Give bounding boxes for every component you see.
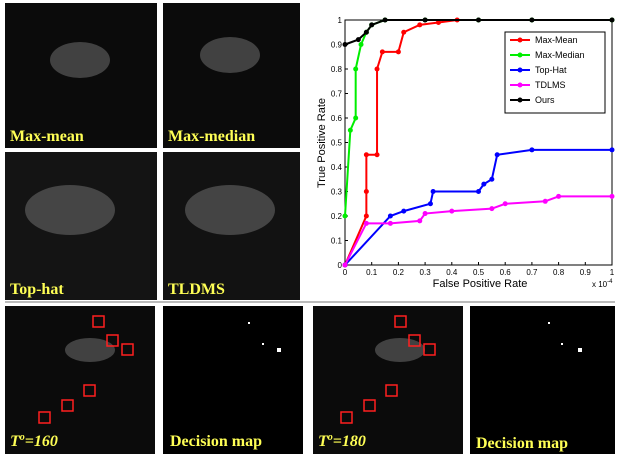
legend-marker bbox=[518, 38, 523, 43]
x-scale-label: x 10-4 bbox=[592, 279, 613, 289]
point bbox=[556, 194, 561, 199]
point bbox=[543, 199, 548, 204]
point bbox=[529, 147, 534, 152]
x-tick-label: 0.5 bbox=[473, 268, 485, 277]
point bbox=[364, 152, 369, 157]
x-tick-label: 0.8 bbox=[553, 268, 565, 277]
point bbox=[423, 211, 428, 216]
point bbox=[359, 42, 364, 47]
y-tick-label: 0.5 bbox=[331, 139, 343, 148]
panel-label: TLDMS bbox=[168, 281, 225, 298]
panel-label: Top-hat bbox=[10, 281, 64, 298]
panel-label: Decision map bbox=[170, 433, 262, 450]
y-tick-label: 0.9 bbox=[331, 41, 343, 50]
point bbox=[489, 206, 494, 211]
point bbox=[417, 22, 422, 27]
y-axis-label: True Positive Rate bbox=[316, 98, 328, 188]
label-part: =180 bbox=[333, 433, 366, 450]
point bbox=[364, 30, 369, 35]
scale-part: x 10 bbox=[592, 280, 608, 289]
legend-label: Top-Hat bbox=[535, 65, 567, 75]
y-tick-label: 0.8 bbox=[331, 65, 343, 74]
x-tick-label: 0.9 bbox=[580, 268, 592, 277]
point bbox=[610, 147, 615, 152]
legend-marker bbox=[518, 68, 523, 73]
point bbox=[375, 152, 380, 157]
image-panel bbox=[5, 306, 155, 454]
point bbox=[503, 201, 508, 206]
scale-part: -4 bbox=[607, 279, 613, 285]
image-panel bbox=[313, 306, 463, 454]
point bbox=[401, 30, 406, 35]
y-tick-label: 0.4 bbox=[331, 163, 343, 172]
y-tick-label: 1 bbox=[338, 16, 343, 25]
label-part: =160 bbox=[25, 433, 58, 450]
point bbox=[356, 37, 361, 42]
panel-label: Max-median bbox=[168, 128, 255, 145]
y-tick-label: 0.2 bbox=[331, 212, 343, 221]
point bbox=[343, 214, 348, 219]
point bbox=[353, 67, 358, 72]
point bbox=[476, 18, 481, 23]
y-tick-label: 0.1 bbox=[331, 237, 343, 246]
point bbox=[396, 49, 401, 54]
point bbox=[348, 128, 353, 133]
roc-chart: False Positive Rate True Positive Rate x… bbox=[316, 16, 615, 290]
point bbox=[343, 263, 348, 268]
point bbox=[476, 189, 481, 194]
point bbox=[353, 116, 358, 121]
point bbox=[449, 209, 454, 214]
point bbox=[388, 214, 393, 219]
legend-marker bbox=[518, 83, 523, 88]
point bbox=[481, 182, 486, 187]
legend-label: TDLMS bbox=[535, 80, 566, 90]
point bbox=[383, 18, 388, 23]
panel-label: To=160 bbox=[10, 432, 58, 450]
panel-label: Decision map bbox=[476, 435, 568, 452]
y-tick-label: 0.3 bbox=[331, 188, 343, 197]
y-tick-label: 0.7 bbox=[331, 90, 343, 99]
x-tick-label: 0.7 bbox=[526, 268, 538, 277]
point bbox=[369, 22, 374, 27]
x-tick-label: 0.6 bbox=[500, 268, 512, 277]
legend-label: Ours bbox=[535, 95, 555, 105]
legend-marker bbox=[518, 53, 523, 58]
point bbox=[343, 42, 348, 47]
x-axis-label: False Positive Rate bbox=[433, 278, 528, 290]
point bbox=[380, 49, 385, 54]
legend-marker bbox=[518, 98, 523, 103]
point bbox=[388, 221, 393, 226]
point bbox=[489, 177, 494, 182]
point bbox=[610, 18, 615, 23]
point bbox=[431, 189, 436, 194]
legend-label: Max-Mean bbox=[535, 35, 578, 45]
image-panel bbox=[470, 306, 615, 454]
y-tick-label: 0.6 bbox=[331, 114, 343, 123]
point bbox=[417, 218, 422, 223]
image-panel bbox=[163, 3, 300, 148]
point bbox=[364, 214, 369, 219]
panel-label: Max-mean bbox=[10, 128, 84, 145]
x-tick-label: 0 bbox=[343, 268, 348, 277]
point bbox=[610, 194, 615, 199]
point bbox=[529, 18, 534, 23]
x-tick-label: 0.2 bbox=[393, 268, 405, 277]
figure: Max-mean Max-median Top-hat TLDMS To=160… bbox=[0, 0, 619, 456]
point bbox=[495, 152, 500, 157]
point bbox=[364, 221, 369, 226]
point bbox=[423, 18, 428, 23]
point bbox=[364, 189, 369, 194]
image-panel bbox=[163, 306, 303, 454]
x-tick-label: 0.4 bbox=[446, 268, 458, 277]
panel-label: To=180 bbox=[318, 432, 366, 450]
y-tick-label: 0 bbox=[338, 261, 343, 270]
point bbox=[375, 67, 380, 72]
x-tick-label: 0.3 bbox=[420, 268, 432, 277]
legend-label: Max-Median bbox=[535, 50, 585, 60]
x-tick-label: 0.1 bbox=[366, 268, 378, 277]
point bbox=[428, 201, 433, 206]
point bbox=[401, 209, 406, 214]
x-tick-label: 1 bbox=[610, 268, 615, 277]
